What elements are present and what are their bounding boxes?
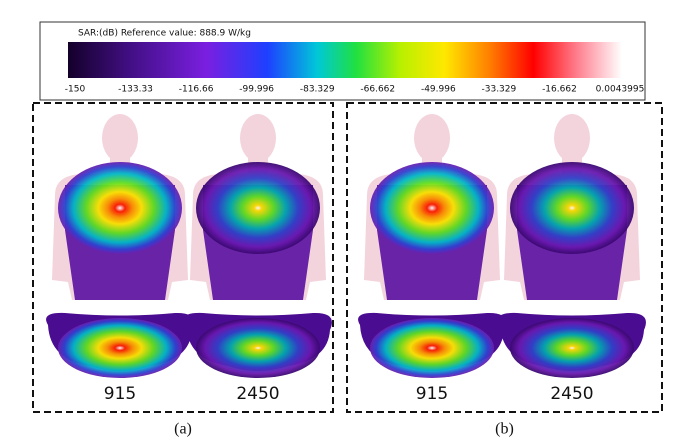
frequency-label: 915	[416, 384, 448, 404]
body-model: 2450	[184, 114, 332, 404]
sar-cross-section	[196, 318, 320, 378]
frequency-label: 2450	[550, 384, 593, 404]
colorbar-tick-label: -16.662	[542, 85, 577, 95]
frequency-label: 2450	[236, 384, 279, 404]
colorbar-tick-label: 0.0043995	[596, 85, 645, 95]
panel-frame	[32, 102, 334, 413]
colorbar-tick-label: -133.33	[118, 85, 153, 95]
head	[414, 114, 450, 162]
sar-cross-section	[58, 318, 182, 378]
colorbar-tick-label: -150	[65, 85, 86, 95]
head	[102, 114, 138, 162]
panel: (b) 915 2450	[346, 102, 663, 438]
panel-caption: (a)	[174, 421, 192, 438]
sar-chest	[58, 162, 182, 254]
head	[554, 114, 590, 162]
colorbar-tick-label: -66.662	[360, 85, 395, 95]
colorbar-ticks: -150 -133.33 -116.66 -99.996 -83.329 -66.662 -…	[65, 85, 645, 95]
colorbar-tick-label: -99.996	[239, 85, 274, 95]
sar-cross-section	[510, 318, 634, 378]
body-model: 915	[358, 114, 506, 404]
sar-chest	[370, 162, 494, 254]
sar-cross-section	[370, 318, 494, 378]
panels: (a) 915 2450 (b) 915 2450	[32, 102, 663, 438]
body-model: 915	[46, 114, 194, 404]
colorbar-tick-label: -33.329	[482, 85, 517, 95]
panel-frame	[346, 102, 663, 413]
panel-caption: (b)	[495, 421, 514, 438]
colorbar-tick-label: -83.329	[300, 85, 335, 95]
head	[240, 114, 276, 162]
body-model: 2450	[498, 114, 646, 404]
colorbar-tick-label: -49.996	[421, 85, 456, 95]
sar-chest	[196, 162, 320, 254]
panel: (a) 915 2450	[32, 102, 334, 438]
colorbar	[68, 42, 622, 78]
frequency-label: 915	[104, 384, 136, 404]
colorbar-tick-label: -116.66	[179, 85, 214, 95]
sar-chest	[510, 162, 634, 254]
colorbar-title: SAR:(dB) Reference value: 888.9 W/kg	[78, 29, 251, 39]
